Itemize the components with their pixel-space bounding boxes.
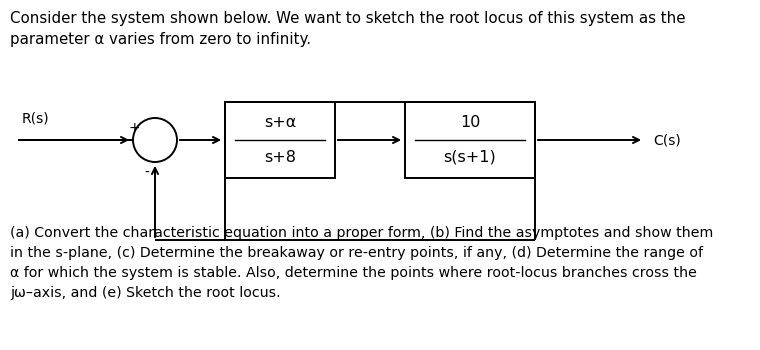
Text: Consider the system shown below. We want to sketch the root locus of this system: Consider the system shown below. We want… [10, 10, 686, 47]
Text: C(s): C(s) [653, 133, 681, 147]
Text: +: + [128, 121, 140, 135]
Text: s+α: s+α [264, 115, 296, 130]
Text: -: - [144, 166, 150, 180]
Bar [405, 102, 535, 178]
Bar [225, 102, 335, 178]
Text: 10: 10 [460, 115, 480, 130]
Text: s(s+1): s(s+1) [444, 150, 496, 165]
Text: R(s): R(s) [22, 111, 49, 125]
Text: s+8: s+8 [264, 150, 296, 165]
Text: (a) Convert the characteristic equation into a proper form, (b) Find the asympto: (a) Convert the characteristic equation … [10, 226, 713, 300]
